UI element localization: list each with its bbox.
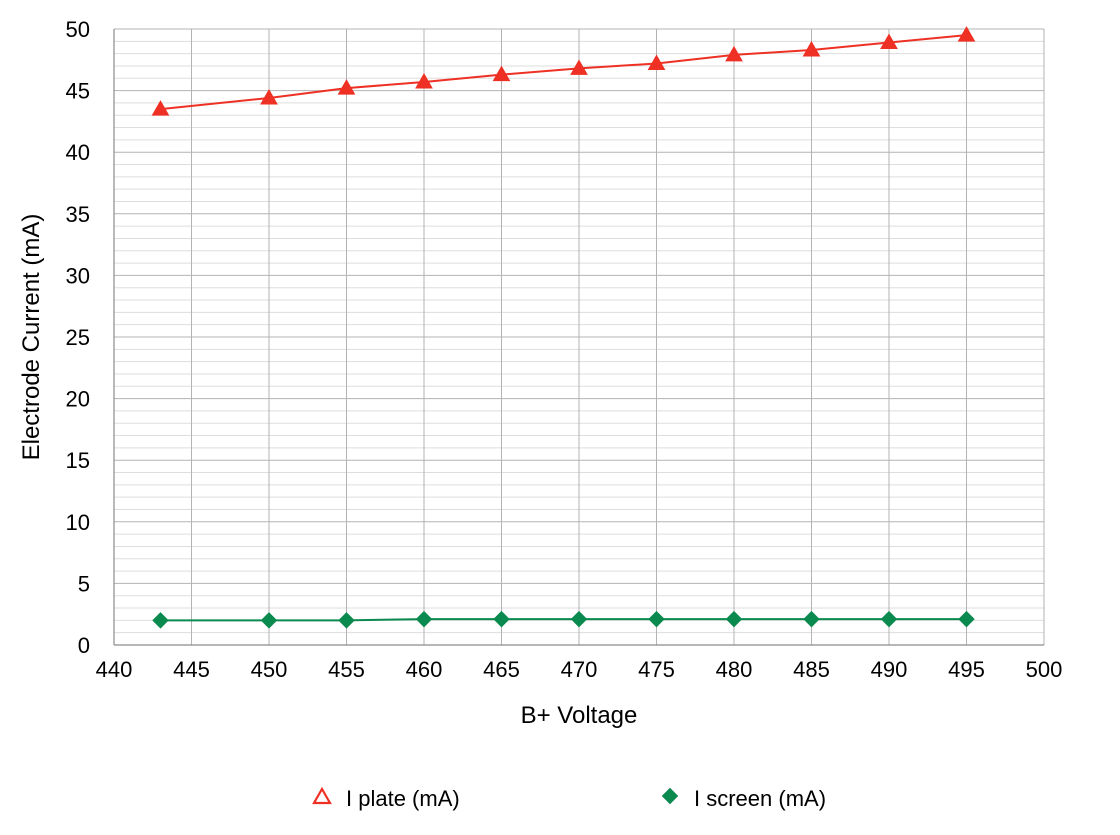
data-point-screen	[493, 610, 510, 628]
y-tick-label: 25	[66, 325, 90, 350]
x-tick-label: 465	[483, 657, 520, 682]
y-tick-label: 15	[66, 448, 90, 473]
axes	[113, 29, 1044, 646]
data-point-screen	[880, 610, 898, 628]
legend-label: I plate (mA)	[346, 786, 460, 811]
data-point-plate	[151, 100, 170, 116]
data-point-plate	[725, 45, 743, 62]
x-tick-label: 455	[328, 657, 365, 682]
data-point-plate	[415, 72, 433, 89]
y-tick-label: 20	[66, 387, 90, 412]
legend: I plate (mA) I screen (mA)	[312, 786, 826, 811]
legend-marker-triangle	[312, 786, 332, 805]
x-tick-label: 490	[871, 657, 908, 682]
legend-item-screen: I screen (mA)	[661, 786, 826, 811]
y-tick-label: 10	[66, 510, 90, 535]
data-point-plate	[880, 33, 898, 50]
data-point-plate	[337, 79, 356, 95]
y-tick-label: 50	[66, 17, 90, 42]
series-screen	[152, 610, 975, 629]
x-axis-title: B+ Voltage	[521, 702, 638, 729]
legend-marker-diamond	[661, 787, 679, 805]
data-point-plate	[647, 54, 666, 70]
data-point-plate	[570, 59, 588, 75]
data-point-screen	[570, 610, 588, 628]
y-axis-title: Electrode Current (mA)	[18, 214, 45, 461]
y-tick-label: 30	[66, 263, 90, 288]
x-tick-label: 470	[561, 657, 598, 682]
series-line-plate	[160, 34, 967, 111]
data-point-plate	[802, 40, 821, 57]
x-tick-label: 450	[251, 657, 288, 682]
legend-label: I screen (mA)	[694, 786, 826, 811]
data-point-screen	[958, 610, 975, 628]
y-tick-label: 5	[78, 571, 90, 596]
series-plate	[151, 26, 976, 116]
data-point-screen	[803, 610, 820, 628]
tick-labels: 440 445 450 455 460 465 470 475 480 485 490 495 5000…	[66, 17, 1063, 682]
x-tick-label: 485	[793, 657, 830, 682]
y-tick-label: 35	[66, 202, 90, 227]
data-point-screen	[648, 610, 665, 628]
grid	[113, 28, 1045, 646]
y-tick-label: 0	[78, 633, 90, 658]
x-tick-label: 460	[406, 657, 443, 682]
x-tick-label: 500	[1026, 657, 1063, 682]
data-point-plate	[260, 88, 278, 105]
data-point-screen	[260, 612, 278, 629]
data-point-screen	[338, 612, 355, 629]
x-tick-label: 480	[716, 657, 753, 682]
y-tick-label: 45	[66, 79, 90, 104]
data-point-plate	[957, 26, 976, 42]
legend-item-plate: I plate (mA)	[312, 786, 460, 811]
x-tick-label: 475	[638, 657, 675, 682]
data-point-screen	[725, 610, 743, 628]
data-point-screen	[415, 610, 433, 628]
x-tick-label: 445	[173, 657, 210, 682]
x-tick-label: 440	[96, 657, 133, 682]
x-tick-label: 495	[948, 657, 985, 682]
data-point-plate	[492, 65, 511, 82]
data-point-screen	[152, 612, 169, 629]
y-tick-label: 40	[66, 140, 90, 165]
series-group	[151, 26, 976, 629]
